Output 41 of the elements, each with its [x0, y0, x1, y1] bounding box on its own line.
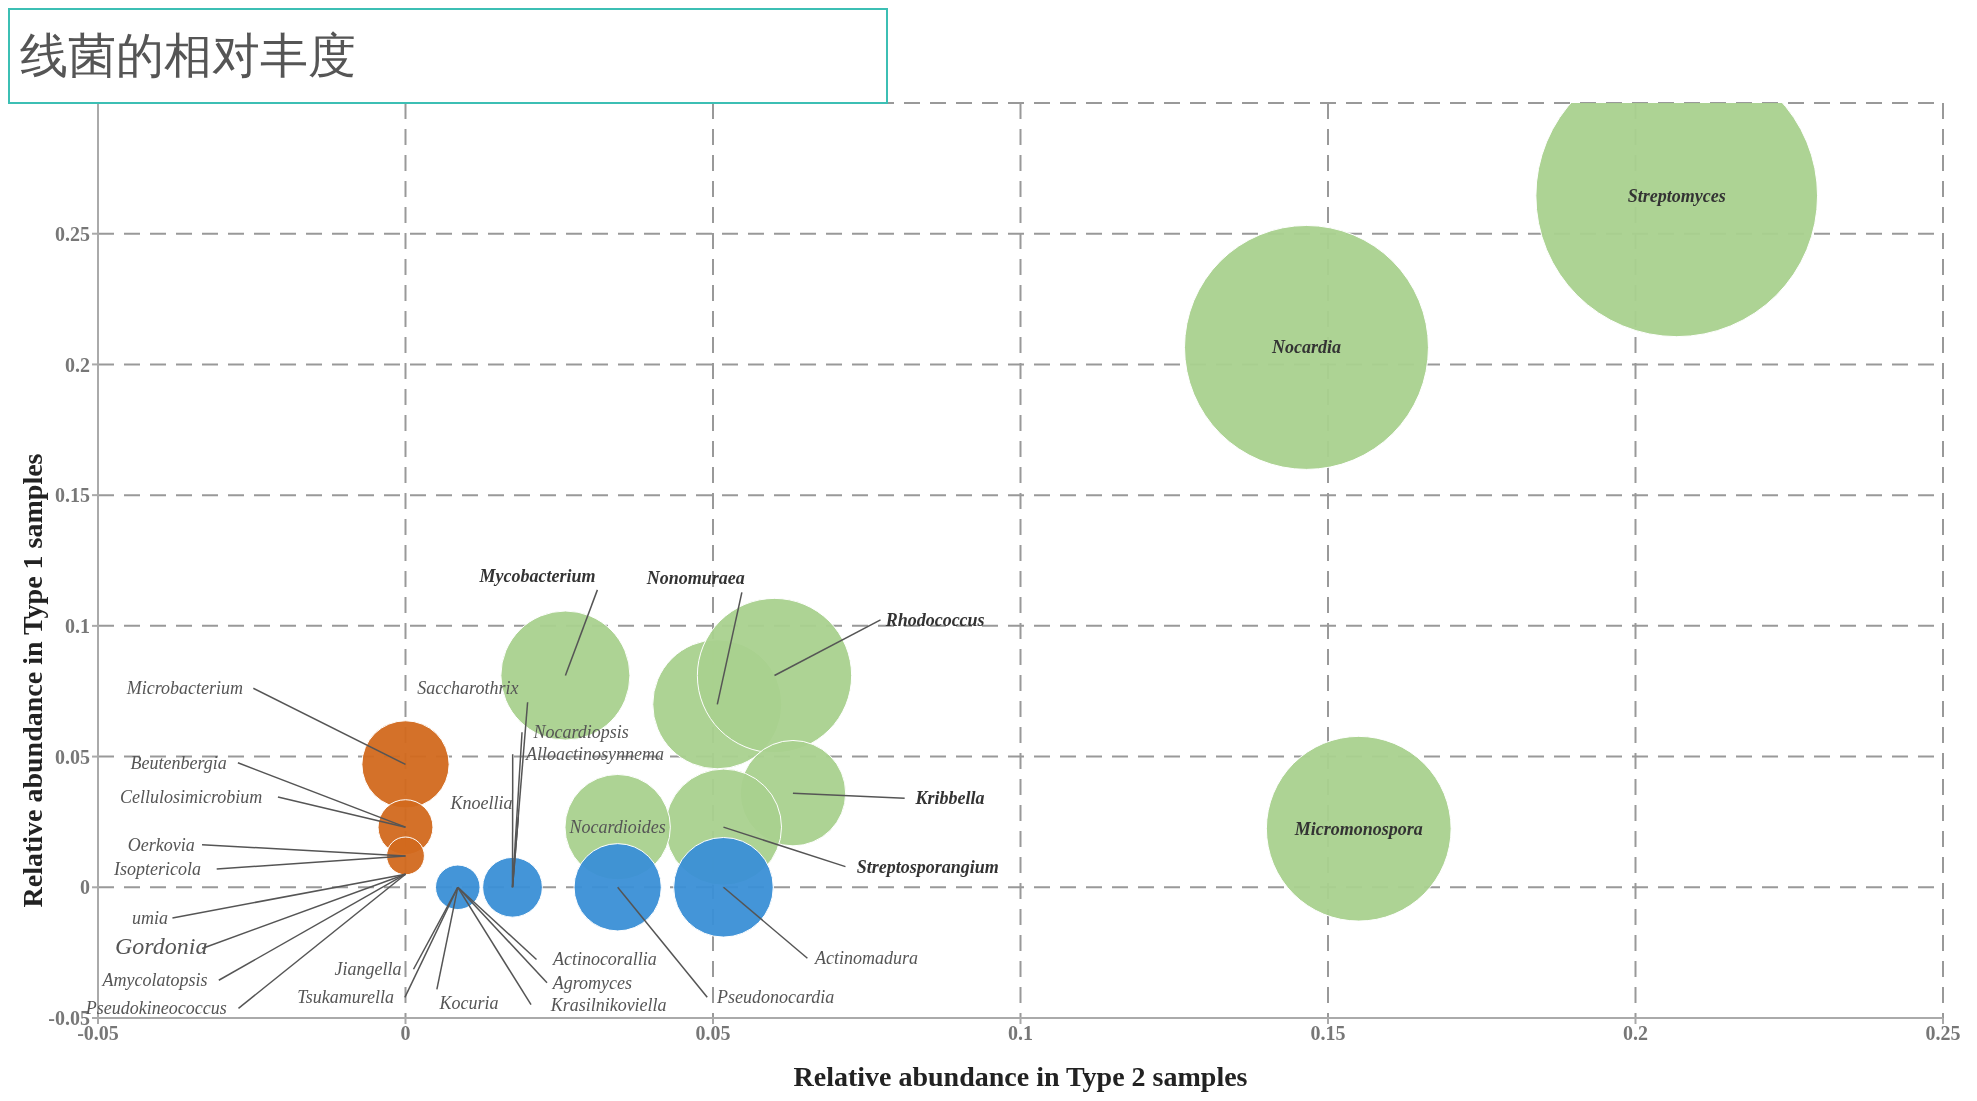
annotation: Beutenbergia [130, 752, 227, 773]
annotation: Mycobacterium [478, 565, 596, 586]
annotation: Amycolatopsis [101, 970, 208, 991]
x-tick-label: 0 [400, 1022, 411, 1045]
annotation: Nonomuraea [645, 568, 745, 589]
annotation: umia [132, 907, 169, 928]
annotation: Pseudonocardia [715, 987, 835, 1008]
annotation: Kocuria [438, 993, 499, 1014]
y-tick-label: 0.25 [55, 222, 90, 245]
y-tick-label: 0 [80, 876, 90, 899]
y-tick-label: 0.05 [55, 745, 90, 768]
annotation: Oerkovia [127, 834, 195, 855]
y-axis-title: Relative abundance in Type 1 samples [17, 453, 48, 908]
x-tick-label: 0.1 [1008, 1022, 1033, 1045]
x-tick-label: 0.15 [1310, 1022, 1346, 1045]
annotation: Jiangella [334, 959, 402, 980]
x-axis-title: Relative abundance in Type 2 samples [793, 1061, 1248, 1092]
chart-title: 线菌的相对丰度 [8, 8, 888, 104]
annotation: Tsukamurella [297, 987, 395, 1008]
annotation: Cellulosimicrobium [119, 786, 263, 807]
annotation: Nocardioides [568, 817, 666, 838]
x-tick-label: 0.2 [1623, 1022, 1648, 1045]
annotation: Isoptericola [113, 859, 202, 880]
annotation: Nocardia [1270, 337, 1341, 358]
annotation: Actinomadura [814, 948, 919, 969]
annotation: Kribbella [914, 788, 985, 809]
x-tick-label: 0.05 [695, 1022, 731, 1045]
y-tick-label: 0.2 [65, 353, 90, 376]
annotation: Knoellia [449, 793, 513, 814]
x-tick-label: 0.25 [1925, 1022, 1961, 1045]
annotation: Agromyces [551, 972, 633, 993]
annotation: Rhodococcus [884, 609, 985, 630]
y-tick-label: 0.1 [65, 614, 90, 637]
annotation: Actinocorallia [551, 949, 657, 970]
annotation: Streptosporangium [856, 856, 999, 877]
annotation: Streptomyces [1627, 185, 1726, 206]
annotation: Krasilnikoviella [549, 994, 667, 1015]
y-tick-label: 0.15 [55, 484, 90, 507]
annotation: Gordonia [115, 933, 208, 960]
annotation: Microbacterium [125, 678, 244, 699]
annotation: Micromonospora [1293, 818, 1423, 839]
